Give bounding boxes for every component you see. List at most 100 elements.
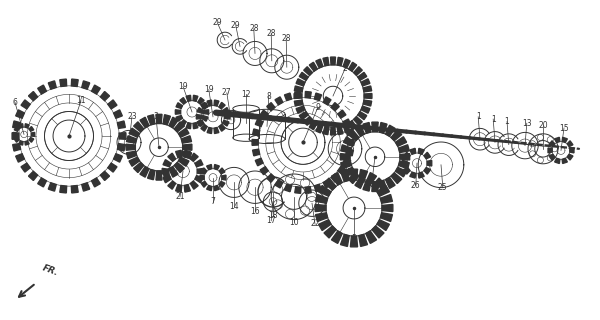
Polygon shape bbox=[315, 204, 326, 212]
Text: 27: 27 bbox=[222, 88, 232, 97]
Polygon shape bbox=[343, 59, 350, 68]
Polygon shape bbox=[316, 213, 328, 221]
Polygon shape bbox=[198, 98, 204, 104]
Polygon shape bbox=[28, 171, 38, 180]
Polygon shape bbox=[203, 110, 209, 114]
Polygon shape bbox=[48, 183, 56, 191]
Polygon shape bbox=[348, 130, 359, 141]
Polygon shape bbox=[343, 167, 355, 177]
Polygon shape bbox=[180, 98, 186, 104]
Polygon shape bbox=[570, 148, 574, 153]
Polygon shape bbox=[343, 137, 355, 146]
Polygon shape bbox=[377, 186, 389, 196]
Polygon shape bbox=[562, 137, 568, 142]
Text: 6: 6 bbox=[13, 98, 17, 107]
Polygon shape bbox=[304, 67, 313, 76]
Polygon shape bbox=[129, 157, 140, 166]
Polygon shape bbox=[219, 102, 225, 109]
Polygon shape bbox=[402, 160, 407, 166]
Polygon shape bbox=[349, 121, 356, 130]
Text: 19: 19 bbox=[204, 85, 214, 94]
Text: 17: 17 bbox=[266, 216, 276, 225]
Polygon shape bbox=[314, 93, 322, 100]
Polygon shape bbox=[168, 181, 176, 189]
Polygon shape bbox=[195, 176, 203, 183]
Polygon shape bbox=[296, 106, 305, 113]
Text: 28: 28 bbox=[249, 24, 259, 33]
Polygon shape bbox=[219, 168, 225, 174]
Polygon shape bbox=[176, 103, 182, 108]
Polygon shape bbox=[295, 187, 301, 193]
Polygon shape bbox=[127, 136, 137, 143]
Polygon shape bbox=[324, 226, 336, 238]
Polygon shape bbox=[178, 157, 189, 166]
Polygon shape bbox=[197, 108, 203, 113]
Polygon shape bbox=[21, 100, 30, 109]
Polygon shape bbox=[385, 177, 395, 188]
Polygon shape bbox=[398, 161, 409, 169]
Polygon shape bbox=[108, 100, 117, 109]
Polygon shape bbox=[372, 178, 384, 190]
Polygon shape bbox=[267, 174, 275, 182]
Polygon shape bbox=[549, 154, 555, 160]
Polygon shape bbox=[224, 115, 230, 119]
Text: 24: 24 bbox=[342, 168, 352, 177]
Polygon shape bbox=[355, 125, 365, 136]
Polygon shape bbox=[323, 97, 331, 105]
Polygon shape bbox=[184, 150, 190, 158]
Text: 18: 18 bbox=[268, 212, 278, 220]
Polygon shape bbox=[174, 162, 184, 172]
Polygon shape bbox=[13, 132, 17, 136]
Polygon shape bbox=[113, 110, 122, 118]
Polygon shape bbox=[186, 123, 191, 129]
Polygon shape bbox=[38, 85, 46, 94]
Polygon shape bbox=[267, 103, 275, 111]
Polygon shape bbox=[343, 158, 351, 166]
Text: 4: 4 bbox=[370, 176, 374, 185]
Polygon shape bbox=[175, 110, 181, 114]
Polygon shape bbox=[140, 167, 149, 177]
Text: 12: 12 bbox=[241, 90, 251, 99]
Polygon shape bbox=[92, 178, 100, 187]
Polygon shape bbox=[201, 125, 207, 131]
Polygon shape bbox=[295, 92, 301, 98]
Polygon shape bbox=[252, 140, 258, 145]
Polygon shape bbox=[255, 119, 263, 126]
Polygon shape bbox=[341, 145, 352, 153]
Polygon shape bbox=[379, 123, 387, 133]
Polygon shape bbox=[260, 110, 268, 118]
Polygon shape bbox=[343, 119, 351, 126]
Text: 28: 28 bbox=[266, 29, 276, 38]
Polygon shape bbox=[100, 171, 110, 180]
Polygon shape bbox=[222, 175, 226, 180]
Polygon shape bbox=[214, 164, 220, 170]
Polygon shape bbox=[424, 168, 431, 174]
Polygon shape bbox=[319, 220, 331, 230]
Polygon shape bbox=[113, 154, 122, 162]
Text: 2: 2 bbox=[343, 64, 347, 73]
Polygon shape bbox=[118, 121, 125, 128]
Polygon shape bbox=[21, 163, 30, 172]
Polygon shape bbox=[366, 172, 377, 185]
Polygon shape bbox=[295, 100, 303, 106]
Polygon shape bbox=[148, 170, 155, 180]
Polygon shape bbox=[295, 86, 303, 92]
Polygon shape bbox=[214, 186, 220, 191]
Polygon shape bbox=[359, 234, 367, 246]
Polygon shape bbox=[275, 180, 283, 188]
Polygon shape bbox=[148, 115, 155, 125]
Polygon shape bbox=[202, 116, 208, 121]
Polygon shape bbox=[176, 116, 182, 121]
Polygon shape bbox=[82, 183, 90, 191]
Polygon shape bbox=[418, 172, 424, 178]
Polygon shape bbox=[304, 116, 313, 125]
Polygon shape bbox=[337, 57, 343, 66]
Polygon shape bbox=[19, 141, 23, 145]
Polygon shape bbox=[346, 149, 353, 156]
Polygon shape bbox=[398, 145, 409, 153]
Polygon shape bbox=[395, 137, 407, 146]
Polygon shape bbox=[201, 168, 207, 174]
Polygon shape bbox=[353, 67, 362, 76]
Text: 29: 29 bbox=[231, 21, 241, 30]
Polygon shape bbox=[127, 151, 137, 159]
